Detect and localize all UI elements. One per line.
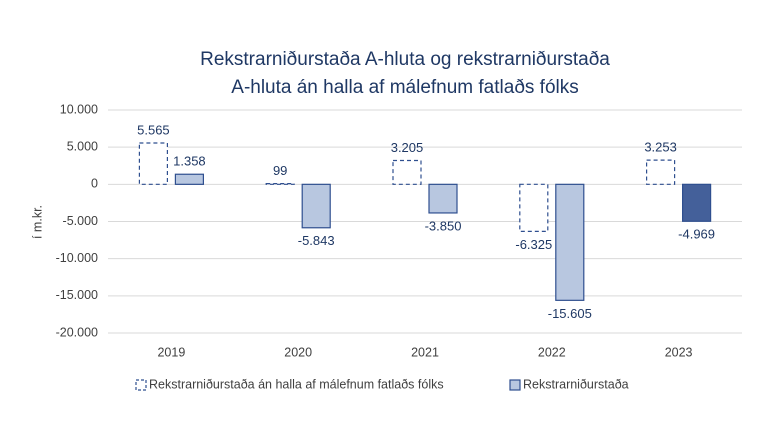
data-label: -3.850 bbox=[425, 218, 462, 233]
y-tick-label: -5.000 bbox=[63, 214, 98, 228]
bar bbox=[428, 183, 458, 214]
data-label: 1.358 bbox=[173, 154, 206, 169]
y-tick-label: 5.000 bbox=[67, 139, 98, 153]
y-tick-label: -15.000 bbox=[56, 288, 98, 302]
y-tick-label: 0 bbox=[91, 177, 98, 191]
y-tick-label: -20.000 bbox=[56, 325, 98, 339]
x-tick-label: 2021 bbox=[411, 345, 439, 359]
legend-marker bbox=[509, 379, 521, 391]
bar bbox=[265, 182, 295, 185]
data-label: -5.843 bbox=[298, 233, 335, 248]
data-label: 99 bbox=[273, 163, 287, 178]
x-tick-label: 2020 bbox=[284, 345, 312, 359]
y-tick-label: -10.000 bbox=[56, 251, 98, 265]
bar bbox=[174, 173, 204, 185]
data-label: -6.325 bbox=[515, 237, 552, 252]
data-label: 3.205 bbox=[391, 140, 424, 155]
legend-label: Rekstrarniðurstaða án halla af málefnum … bbox=[149, 377, 444, 391]
legend-label: Rekstrarniðurstaða bbox=[523, 377, 629, 391]
bar bbox=[301, 183, 331, 229]
bar bbox=[681, 183, 712, 222]
data-label: 3.253 bbox=[644, 140, 677, 155]
bar bbox=[645, 159, 676, 185]
data-label: -4.969 bbox=[678, 227, 715, 242]
chart-title: Rekstrarniðurstaða A-hluta og rekstrarni… bbox=[200, 49, 610, 70]
bar bbox=[555, 183, 585, 301]
x-tick-label: 2023 bbox=[665, 345, 693, 359]
y-axis-label: í m.kr. bbox=[30, 205, 44, 239]
data-label: -15.605 bbox=[548, 306, 592, 321]
legend-marker bbox=[135, 379, 147, 391]
x-tick-label: 2022 bbox=[538, 345, 566, 359]
x-tick-label: 2019 bbox=[157, 345, 185, 359]
bar bbox=[519, 183, 549, 232]
bar bbox=[392, 159, 422, 185]
chart-title: A-hluta án halla af málefnum fatlaðs fól… bbox=[231, 77, 578, 98]
data-label: 5.565 bbox=[137, 122, 170, 137]
y-tick-label: 10.000 bbox=[60, 102, 98, 116]
bar bbox=[138, 142, 168, 185]
